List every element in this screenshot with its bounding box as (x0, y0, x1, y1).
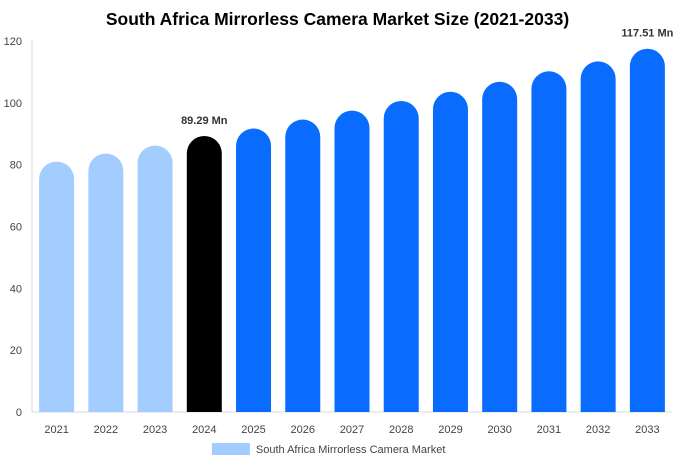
bar-2022 (88, 153, 124, 412)
y-tick-label: 60 (10, 222, 22, 234)
bar-2023 (137, 145, 173, 412)
x-tick-label: 2033 (635, 424, 659, 436)
bar-2033 (629, 48, 665, 413)
x-tick-label: 2031 (537, 424, 561, 436)
bar-2026 (285, 119, 321, 413)
bar-2024 (186, 135, 222, 413)
bar-2032 (580, 61, 616, 413)
legend-swatch (211, 443, 250, 455)
x-tick-label: 2023 (143, 424, 167, 436)
x-tick-label: 2025 (241, 424, 265, 436)
y-tick-label: 120 (4, 36, 22, 48)
bar-2028 (383, 100, 419, 412)
bar-2021 (39, 161, 75, 412)
legend-label: South Africa Mirrorless Camera Market (256, 444, 446, 456)
bar-2025 (236, 128, 272, 412)
x-tick-label: 2028 (389, 424, 413, 436)
y-tick-label: 0 (16, 407, 22, 419)
x-tick-label: 2027 (340, 424, 364, 436)
bar-2029 (432, 91, 468, 412)
x-tick-label: 2032 (586, 424, 610, 436)
x-tick-label: 2026 (291, 424, 315, 436)
y-tick-label: 20 (10, 345, 22, 357)
chart-title: South Africa Mirrorless Camera Market Si… (105, 9, 570, 29)
x-tick-label: 2030 (487, 424, 511, 436)
y-tick-label: 40 (10, 283, 22, 295)
x-tick-label: 2024 (192, 424, 216, 436)
x-tick-label: 2021 (44, 424, 68, 436)
x-tick-label: 2029 (438, 424, 462, 436)
x-tick-label: 2022 (94, 424, 118, 436)
bar-2030 (482, 81, 518, 412)
bar-2027 (334, 110, 370, 412)
data-label-2024: 89.29 Mn (181, 115, 228, 127)
y-tick-label: 80 (10, 160, 22, 172)
data-label-2033: 117.51 Mn (621, 28, 673, 40)
y-tick-label: 100 (4, 98, 22, 110)
bar-2031 (531, 71, 567, 412)
